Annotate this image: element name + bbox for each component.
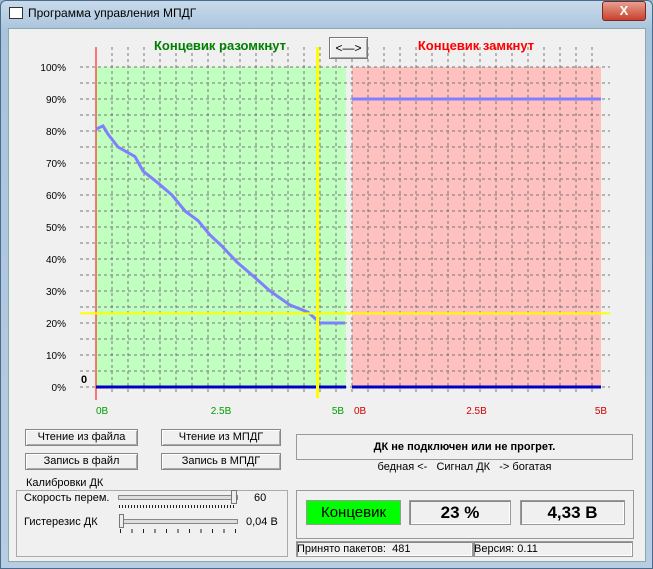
switch-indicator: Концевик xyxy=(306,500,401,525)
speed-label: Скорость перем. xyxy=(24,492,110,504)
window-title: Программа управления МПДГ xyxy=(28,6,197,20)
y-tick-label: 30% xyxy=(46,287,66,298)
y-tick-label: 20% xyxy=(46,319,66,330)
hysteresis-slider[interactable] xyxy=(120,519,238,524)
left-x-tick-label: 0В xyxy=(96,406,109,417)
right-title: Концевик замкнут xyxy=(418,38,534,53)
hysteresis-label: Гистерезис ДК xyxy=(24,516,98,528)
y-tick-label: 100% xyxy=(40,63,66,74)
right-x-tick-label: 0В xyxy=(354,406,367,417)
speed-slider-thumb[interactable] xyxy=(231,490,237,504)
speed-value: 60 xyxy=(254,492,267,504)
calibration-group-label: Калибровки ДК xyxy=(24,477,106,489)
y-tick-label: 70% xyxy=(46,159,66,170)
status-version: Версия: 0.11 xyxy=(473,541,633,557)
hysteresis-slider-thumb[interactable] xyxy=(119,514,124,528)
swap-button[interactable]: <—> xyxy=(329,37,368,59)
calibration-group xyxy=(16,490,288,557)
indicator-panel xyxy=(296,490,634,539)
read-file-button[interactable]: Чтение из файла xyxy=(25,429,138,446)
left-title: Концевик разомкнут xyxy=(154,38,286,53)
plot: Концевик разомкнут Концевик замкнут 0% 10… xyxy=(40,38,610,417)
left-x-tick-label: 5В xyxy=(332,406,345,417)
left-x-tick-label: 2.5В xyxy=(211,406,232,417)
hysteresis-ticks xyxy=(120,529,236,533)
hysteresis-value: 0,04 В xyxy=(246,516,278,528)
read-mpdg-button[interactable]: Чтение из МПДГ xyxy=(161,429,281,446)
left-curve xyxy=(95,123,345,325)
app-icon xyxy=(9,7,23,19)
y-tick-label: 60% xyxy=(46,191,66,202)
y-tick-label: 80% xyxy=(46,127,66,138)
y-tick-label: 40% xyxy=(46,255,66,266)
zero-label: 0 xyxy=(81,374,87,386)
y-tick-label: 10% xyxy=(46,351,66,362)
y-tick-label: 50% xyxy=(46,223,66,234)
write-mpdg-button[interactable]: Запись в МПДГ xyxy=(161,453,281,470)
grid xyxy=(80,47,610,395)
signal-caption: бедная <- Сигнал ДК -> богатая xyxy=(377,461,552,473)
status-packets: Принято пакетов: 481 xyxy=(296,541,473,557)
speed-slider[interactable] xyxy=(118,495,238,500)
y-tick-label: 0% xyxy=(52,383,67,394)
speed-ticks xyxy=(119,505,235,508)
right-x-tick-label: 2.5В xyxy=(466,406,487,417)
y-tick-label: 90% xyxy=(46,95,66,106)
right-x-tick-label: 5В xyxy=(595,406,608,417)
write-file-button[interactable]: Запись в файл xyxy=(25,453,138,470)
close-button[interactable]: X xyxy=(602,1,646,21)
status-message: ДК не подключен или не прогрет. xyxy=(296,434,633,460)
voltage-readout: 4,33 В xyxy=(520,500,625,525)
percent-readout: 23 % xyxy=(409,500,511,525)
